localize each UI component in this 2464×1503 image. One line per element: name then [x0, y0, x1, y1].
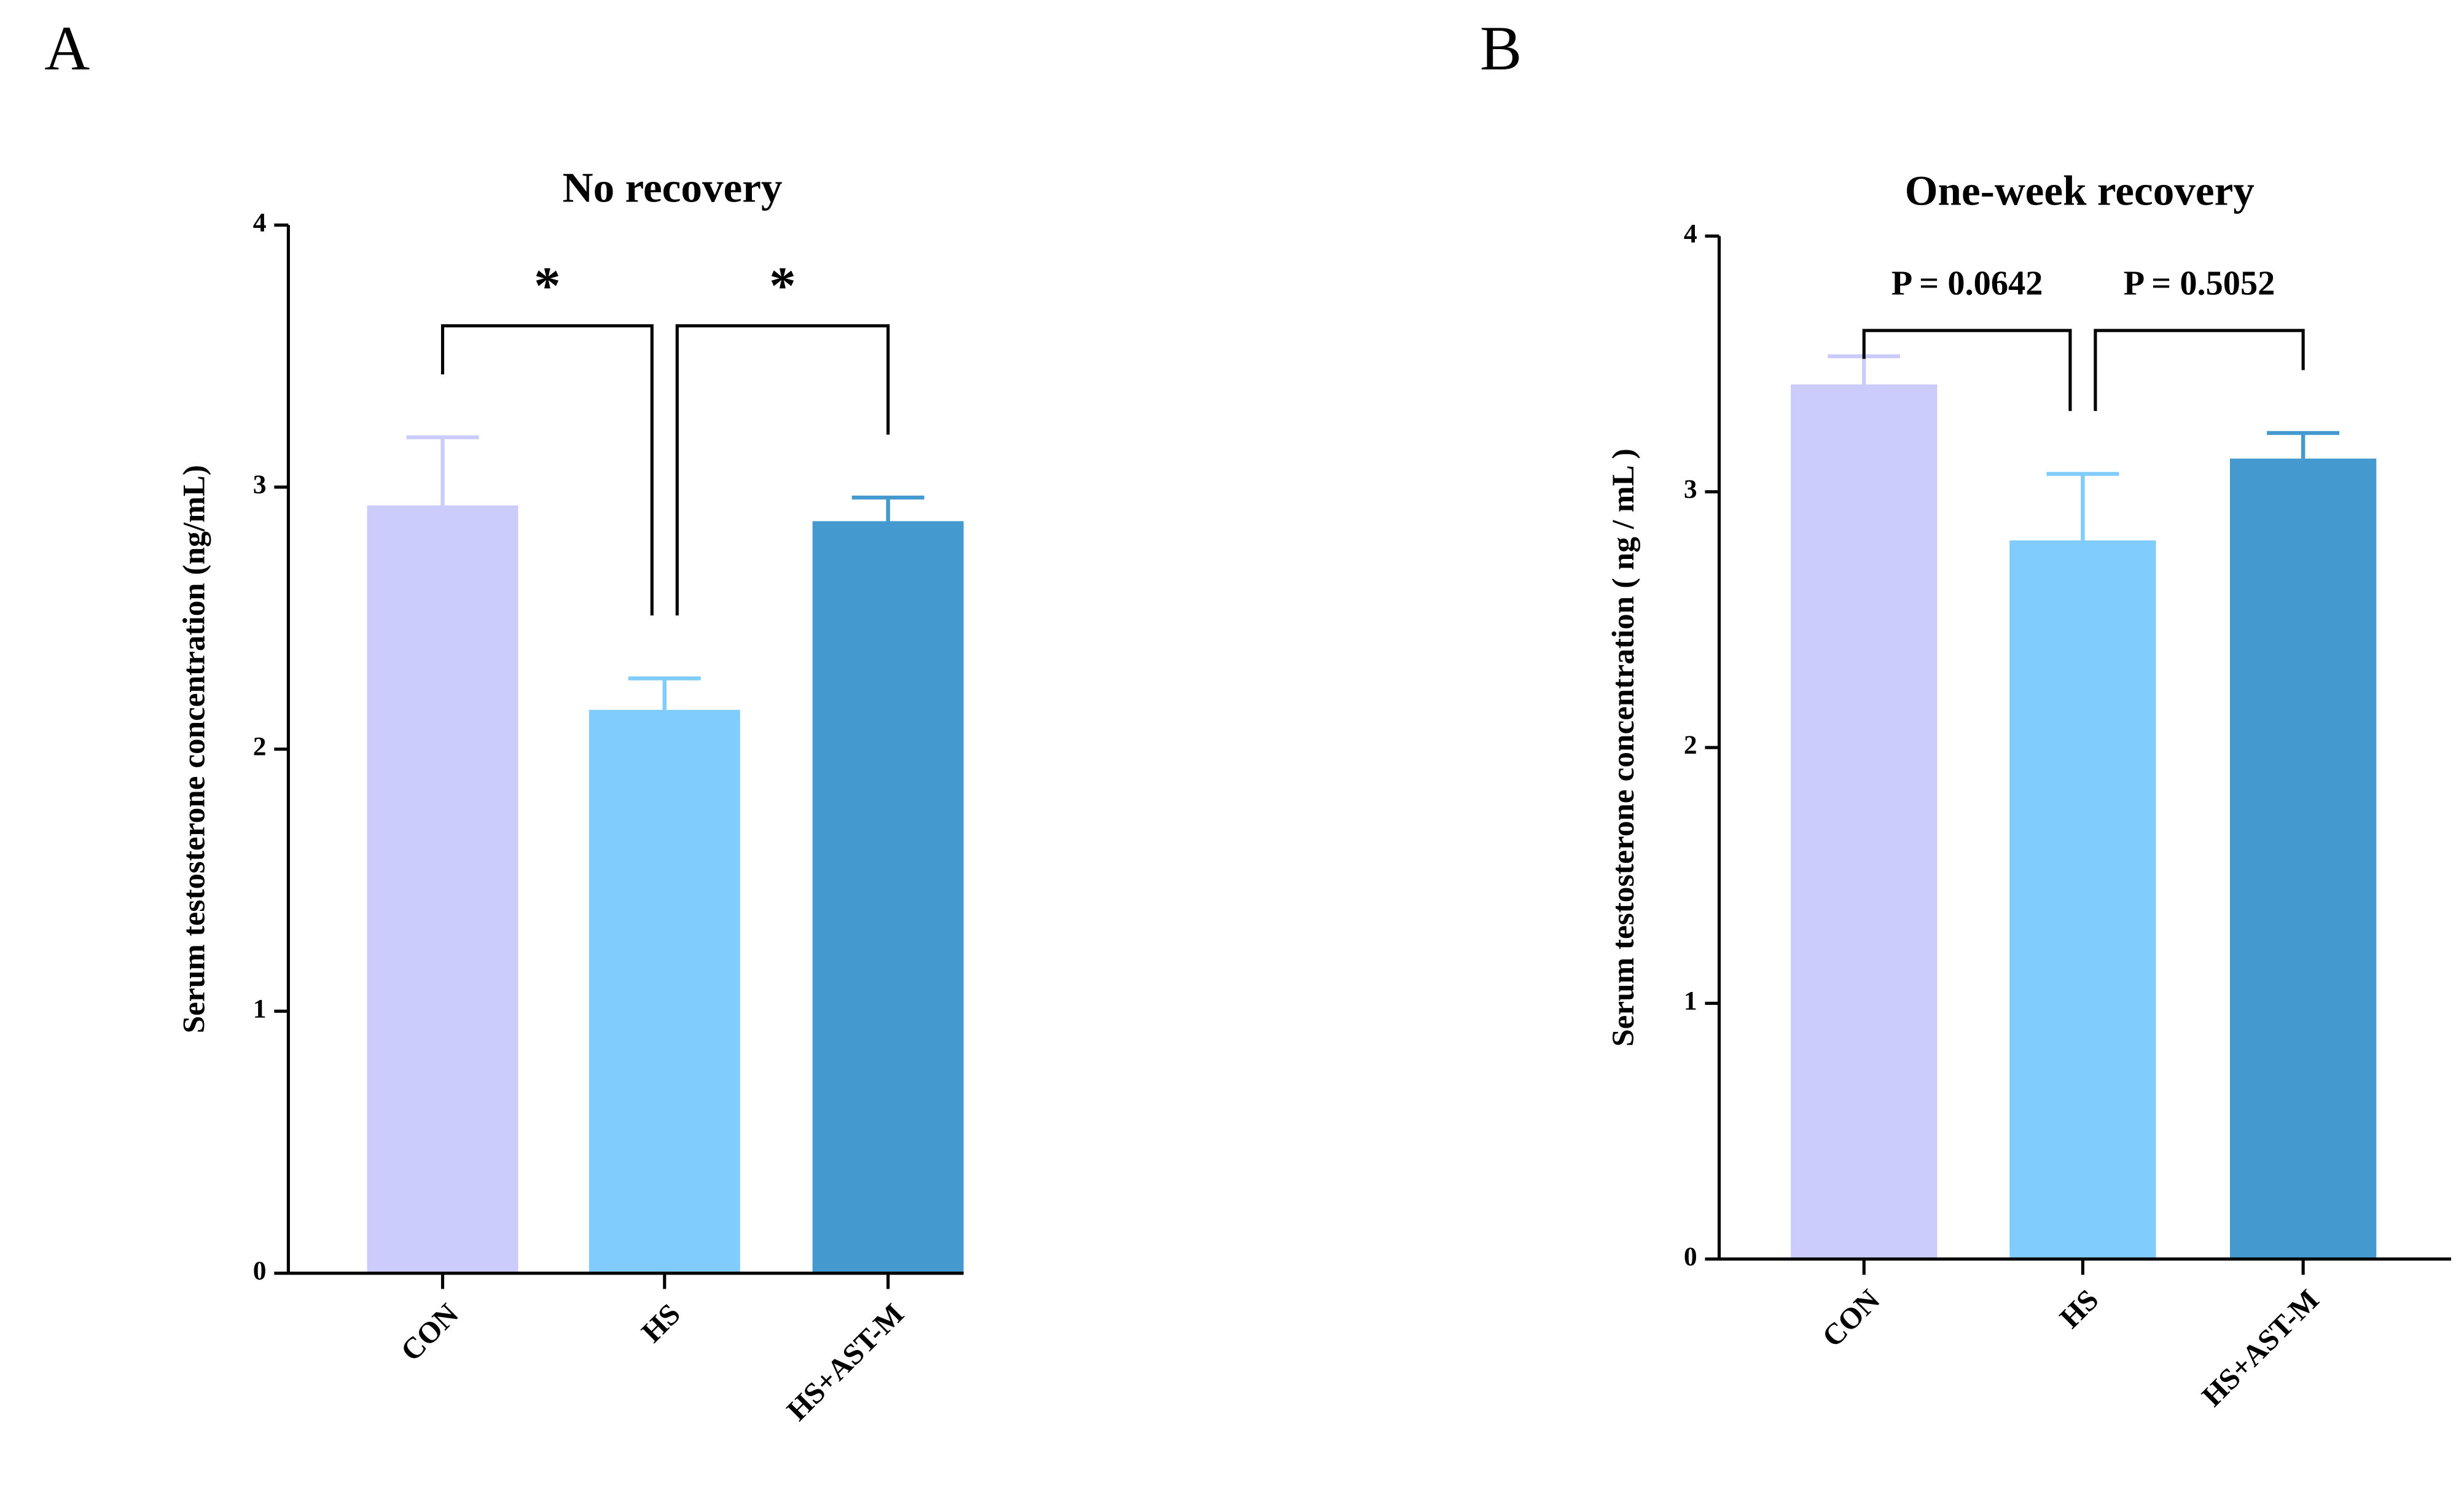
- y-tick-label: 0: [1684, 1242, 1697, 1271]
- x-tick-label: CON: [394, 1297, 465, 1368]
- significance-bracket: [2094, 329, 2305, 412]
- y-tick-label: 4: [253, 208, 267, 237]
- significance-label: P = 0.5052: [2124, 264, 2275, 302]
- y-axis-label: Serum testosterone concentration (ng/mL): [177, 465, 212, 1033]
- x-tick-label: HS: [635, 1297, 687, 1349]
- panel-label: A: [44, 14, 90, 84]
- y-tick-label: 4: [1684, 219, 1697, 248]
- bar: [2230, 458, 2377, 1259]
- y-axis-label: Serum testosterone concentration ( ng / …: [1606, 448, 1641, 1047]
- bar: [367, 505, 518, 1273]
- y-tick-label: 0: [253, 1256, 267, 1286]
- significance-label: P = 0.0642: [1891, 264, 2043, 302]
- bar: [1791, 384, 1938, 1259]
- panel-label: B: [1480, 14, 1522, 84]
- significance-label: *: [534, 256, 561, 315]
- bar: [2009, 540, 2156, 1259]
- error-bar: [2267, 431, 2340, 459]
- y-tick-label: 1: [1684, 986, 1697, 1015]
- error-bar: [406, 435, 479, 506]
- y-tick-label: 2: [253, 732, 267, 762]
- y-tick-label: 1: [253, 994, 267, 1023]
- x-tick-label: HS+AST-M: [780, 1297, 910, 1427]
- significance-label: *: [769, 256, 796, 315]
- y-tick-label: 3: [1684, 475, 1697, 504]
- chart-title: No recovery: [563, 163, 783, 211]
- x-tick-label: CON: [1816, 1283, 1887, 1354]
- error-bar: [851, 495, 925, 521]
- bar: [812, 521, 964, 1273]
- significance-bracket: [1862, 329, 2072, 412]
- error-bar: [1828, 354, 1901, 385]
- x-tick-label: HS: [2053, 1283, 2105, 1335]
- x-tick-label: HS+AST-M: [2196, 1283, 2325, 1413]
- error-bar: [2046, 472, 2119, 541]
- significance-bracket: [675, 324, 890, 615]
- chart-title: One-week recovery: [1905, 167, 2255, 214]
- significance-bracket: [440, 324, 654, 615]
- bar: [589, 709, 740, 1273]
- y-tick-label: 3: [253, 470, 267, 499]
- error-bar: [628, 676, 701, 710]
- y-tick-label: 2: [1684, 730, 1697, 760]
